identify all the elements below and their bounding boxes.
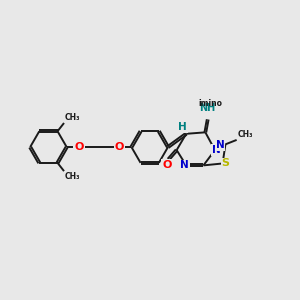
Text: imino: imino	[199, 99, 223, 108]
Text: CH₃: CH₃	[65, 172, 80, 181]
Text: N: N	[216, 140, 225, 150]
Text: N: N	[180, 160, 189, 170]
Text: H: H	[178, 122, 187, 132]
Text: CH₃: CH₃	[65, 113, 80, 122]
Text: S: S	[221, 158, 230, 169]
Text: O: O	[74, 142, 84, 152]
Text: CH₃: CH₃	[238, 130, 253, 139]
Text: O: O	[114, 142, 124, 152]
Text: N: N	[212, 145, 221, 155]
Text: O: O	[162, 160, 172, 170]
Text: NH: NH	[200, 103, 216, 113]
